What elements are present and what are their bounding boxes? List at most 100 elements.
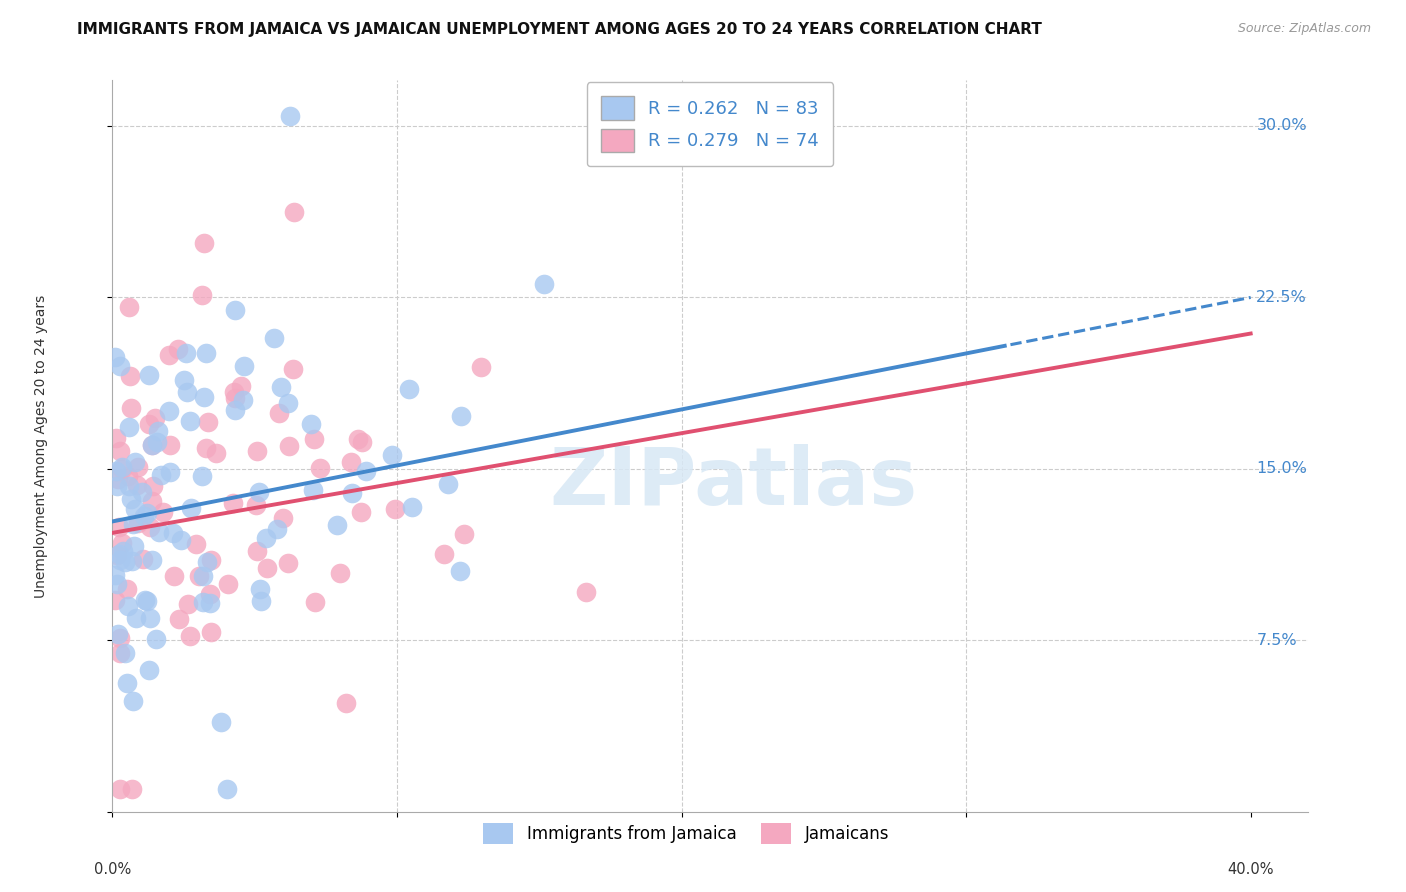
Point [108, 519, 131, 533]
Point [283, 362, 305, 376]
Point [107, 472, 129, 486]
Point [533, 277, 555, 291]
Point [193, 236, 215, 251]
Text: ZIPatlas: ZIPatlas [550, 443, 918, 522]
Point [174, 346, 197, 360]
Point [194, 345, 217, 359]
Point [124, 501, 146, 516]
Point [108, 359, 131, 373]
Text: 22.5%: 22.5% [1257, 290, 1308, 305]
Point [193, 595, 215, 609]
Point [176, 385, 198, 400]
Point [135, 594, 157, 608]
Text: 7.5%: 7.5% [1257, 632, 1296, 648]
Point [111, 462, 134, 476]
Point [356, 464, 378, 478]
Point [145, 434, 167, 449]
Point [120, 491, 142, 506]
Point [433, 547, 456, 561]
Point [398, 382, 420, 396]
Point [450, 409, 472, 423]
Point [104, 350, 127, 364]
Point [117, 469, 139, 483]
Point [117, 675, 139, 690]
Point [217, 781, 239, 796]
Point [127, 460, 149, 475]
Point [229, 379, 252, 393]
Point [132, 552, 155, 566]
Point [111, 460, 134, 475]
Point [107, 627, 129, 641]
Point [105, 479, 128, 493]
Point [232, 359, 254, 374]
Point [152, 505, 174, 519]
Point [350, 435, 373, 450]
Point [254, 531, 277, 545]
Point [110, 646, 132, 660]
Point [401, 500, 423, 515]
Point [198, 596, 221, 610]
Point [127, 516, 149, 530]
Point [143, 410, 166, 425]
Point [115, 582, 138, 597]
Point [340, 485, 363, 500]
Point [135, 506, 157, 520]
Point [142, 479, 165, 493]
Text: Source: ZipAtlas.com: Source: ZipAtlas.com [1237, 22, 1371, 36]
Point [217, 577, 239, 591]
Text: 15.0%: 15.0% [1257, 461, 1308, 476]
Point [266, 522, 288, 536]
Point [270, 380, 292, 394]
Point [120, 401, 142, 415]
Point [125, 478, 148, 492]
Point [263, 331, 285, 345]
Point [222, 496, 245, 510]
Point [108, 553, 131, 567]
Point [470, 360, 492, 375]
Point [249, 582, 271, 596]
Point [120, 369, 142, 384]
Point [224, 403, 246, 417]
Point [193, 390, 215, 404]
Point [224, 391, 246, 405]
Point [139, 519, 162, 533]
Point [326, 517, 349, 532]
Point [246, 444, 269, 458]
Point [329, 566, 352, 580]
Point [118, 300, 141, 314]
Point [283, 205, 305, 219]
Point [299, 417, 322, 431]
Point [335, 696, 357, 710]
Point [167, 342, 190, 356]
Point [340, 455, 363, 469]
Point [111, 536, 134, 550]
Point [159, 438, 181, 452]
Point [350, 505, 373, 519]
Legend: Immigrants from Jamaica, Jamaicans: Immigrants from Jamaica, Jamaicans [477, 816, 896, 851]
Point [200, 553, 222, 567]
Point [205, 446, 228, 460]
Point [231, 392, 253, 407]
Point [209, 714, 232, 729]
Point [169, 533, 191, 547]
Point [200, 625, 222, 640]
Point [157, 404, 180, 418]
Point [280, 110, 302, 124]
Point [138, 610, 160, 624]
Point [173, 373, 195, 387]
Point [195, 555, 218, 569]
Point [250, 594, 273, 608]
Point [110, 631, 132, 645]
Point [193, 569, 215, 583]
Point [179, 629, 201, 643]
Point [141, 438, 163, 452]
Point [124, 455, 146, 469]
Point [145, 632, 167, 646]
Point [125, 611, 148, 625]
Point [141, 553, 163, 567]
Point [141, 438, 163, 452]
Point [105, 548, 128, 562]
Point [138, 663, 160, 677]
Point [110, 444, 132, 458]
Point [141, 494, 163, 508]
